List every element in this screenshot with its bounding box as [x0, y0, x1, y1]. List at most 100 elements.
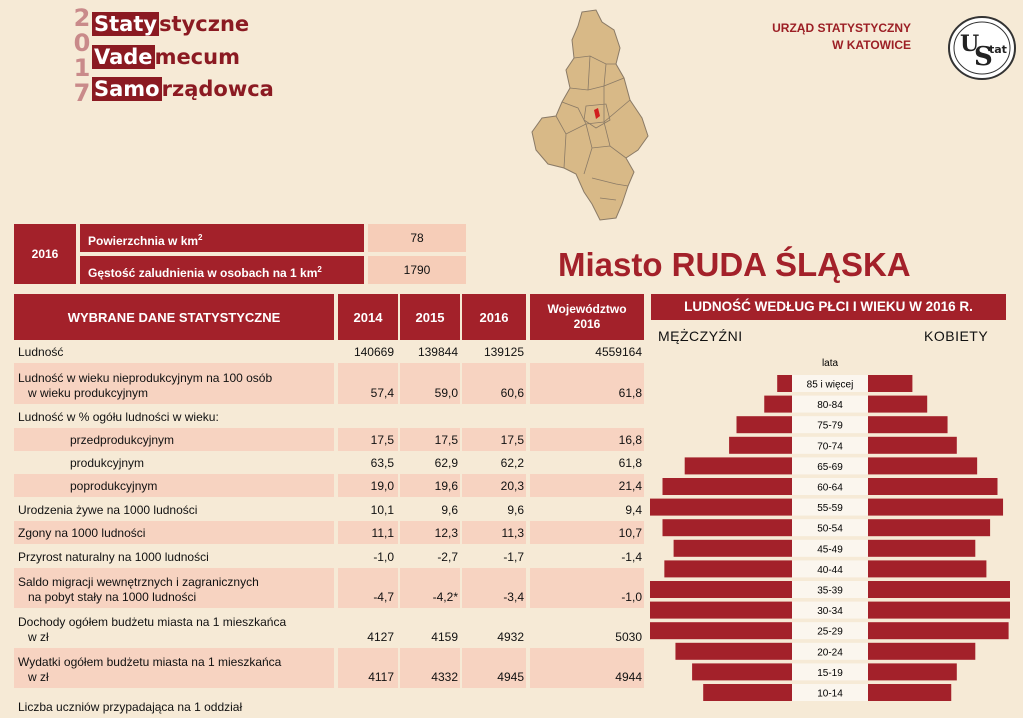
row-label-line: Przyrost naturalny na 1000 ludności [18, 550, 209, 564]
row-value: 4159 [431, 630, 458, 644]
row-label: produkcyjnym [70, 456, 144, 471]
age-label-bg [792, 663, 868, 681]
row-label-line: w zł [28, 670, 49, 684]
row-value: 61,8 [618, 386, 642, 400]
row-label: Ludność w % ogółu ludności w wieku: [18, 410, 219, 425]
row-value: -4,2* [432, 590, 458, 604]
row-value: 19,6 [434, 479, 458, 493]
men-bar [764, 395, 792, 413]
row-value: 63,5 [370, 456, 394, 470]
women-bar [868, 457, 978, 475]
men-bar [777, 375, 792, 392]
row-label: poprodukcyjnym [70, 479, 157, 494]
row-value: 19,0 [370, 479, 394, 493]
office-line-1: URZĄD STATYSTYCZNY [772, 21, 911, 35]
logo-year-digit: 2 [73, 4, 91, 32]
logo-line-3: Samorządowca [92, 77, 274, 101]
age-label-bg [792, 539, 868, 557]
row-value: 60,6 [500, 386, 524, 400]
row-label: Saldo migracji wewnętrznych i zagraniczn… [18, 575, 259, 605]
office-line-2: W KATOWICE [832, 38, 911, 52]
table-row: Ludność 140669 139844 139125 4559164 [14, 343, 644, 363]
row-label-line: w zł [28, 630, 49, 644]
row-value: -1,0 [373, 550, 394, 564]
table-cell-bg [462, 428, 526, 451]
header-voivodeship: Województwo 2016 [530, 294, 644, 340]
table-cell-bg [338, 474, 398, 497]
row-label: Ludność w wieku nieprodukcyjnym na 100 o… [18, 371, 272, 401]
row-label-line: Ludność [18, 345, 64, 359]
age-label-bg [792, 519, 868, 537]
table-cell-bg [338, 568, 398, 608]
row-label: Ludność [18, 345, 63, 360]
row-label-line: Ludność w % ogółu ludności w wieku: [18, 410, 219, 424]
table-cell-bg [530, 404, 644, 428]
row-value: 11,3 [501, 526, 524, 540]
table-cell-bg [338, 404, 398, 428]
header-voivodeship-year: 2016 [573, 317, 601, 331]
row-value: 4944 [615, 670, 642, 684]
men-bar [703, 684, 792, 701]
row-value: 10,7 [618, 526, 642, 540]
age-label-bg [792, 395, 868, 413]
women-bar [868, 622, 1009, 640]
table-cell-bg [462, 404, 526, 428]
age-group-label: 65-69 [817, 462, 843, 473]
table-cell-bg [530, 363, 644, 404]
row-value: -4,7 [373, 590, 394, 604]
table-cell-bg [400, 474, 460, 497]
women-bar [868, 601, 1010, 619]
row-value: 62,9 [434, 456, 458, 470]
row-label: Urodzenia żywe na 1000 ludności [18, 503, 197, 518]
logo-line-2: Vademecum [92, 45, 240, 69]
row-value: -2,7 [437, 550, 458, 564]
row-value: -1,7 [503, 550, 524, 564]
table-cell-bg [462, 568, 526, 608]
age-label-bg [792, 375, 868, 392]
age-label-bg [792, 436, 868, 454]
women-bar [868, 416, 948, 434]
table-cell-bg [14, 428, 334, 451]
men-bar [662, 478, 792, 495]
age-group-label: 85 i więcej [807, 380, 854, 391]
age-label-bg [792, 478, 868, 495]
table-cell-bg [462, 688, 526, 718]
row-value: 17,5 [500, 433, 524, 447]
row-label: Dochody ogółem budżetu miasta na 1 miesz… [18, 615, 286, 645]
row-label: Przyrost naturalny na 1000 ludności [18, 550, 209, 565]
age-group-label: 35-39 [817, 586, 843, 597]
row-label: Wydatki ogółem budżetu miasta na 1 miesz… [18, 655, 281, 685]
row-value: 59,0 [434, 386, 458, 400]
svg-text:tat: tat [989, 43, 1007, 56]
header-title: WYBRANE DANE STATYSTYCZNE [14, 294, 334, 340]
men-bar [664, 560, 792, 578]
table-cell-bg [530, 521, 644, 544]
table-row: Ludność w wieku nieprodukcyjnym na 100 o… [14, 363, 644, 404]
header-2014: 2014 [338, 294, 398, 340]
row-value: 17,5 [434, 433, 458, 447]
row-value: 10,1 [370, 503, 394, 517]
age-label-bg [792, 457, 868, 475]
age-group-label: 60-64 [817, 483, 843, 494]
row-label-line: na pobyt stały na 1000 ludności [28, 590, 197, 604]
women-bar [868, 498, 1004, 516]
svg-text:S: S [974, 42, 993, 72]
table-cell-bg [14, 474, 334, 497]
row-label-line: Ludność w wieku nieprodukcyjnym na 100 o… [18, 371, 273, 385]
row-label-line: Dochody ogółem budżetu miasta na 1 miesz… [18, 615, 287, 629]
table-row: Wydatki ogółem budżetu miasta na 1 miesz… [14, 648, 644, 688]
age-group-label: 50-54 [817, 524, 843, 535]
women-bar [868, 478, 998, 495]
table-cell-bg [462, 648, 526, 688]
row-label-line: Liczba uczniów przypadająca na 1 oddział [18, 700, 243, 714]
table-row: Ludność w % ogółu ludności w wieku: [14, 404, 644, 428]
men-bar [684, 457, 792, 475]
women-bar [868, 539, 976, 557]
men-bar [736, 416, 792, 434]
age-group-label: 10-14 [817, 689, 843, 700]
area-label: Powierzchnia w km2 [80, 224, 364, 252]
row-value: 17,5 [370, 433, 394, 447]
row-value: 140669 [353, 345, 394, 359]
row-value: 9,6 [507, 503, 524, 517]
age-group-label: 80-84 [817, 400, 843, 411]
